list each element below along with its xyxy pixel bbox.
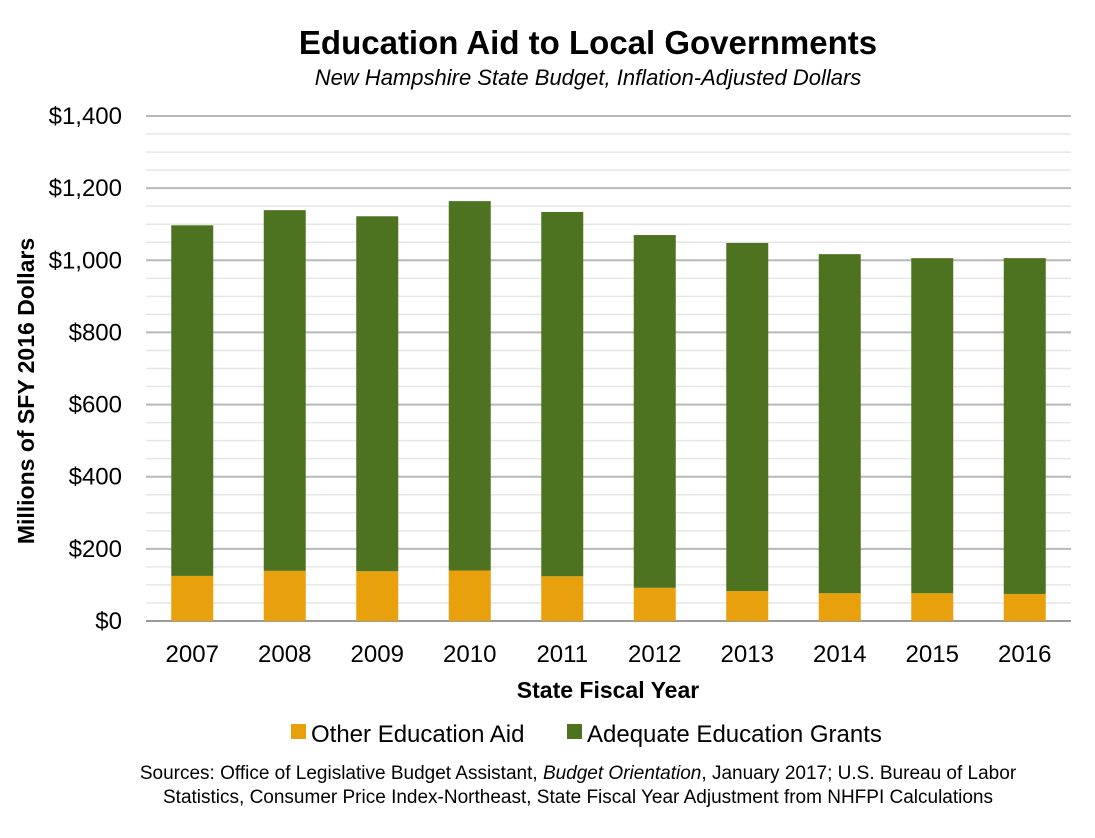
legend-label-other-education-aid: Other Education Aid (311, 721, 524, 748)
y-tick-label: $600 (69, 392, 122, 419)
bar-adequate-education-grants-2010 (448, 201, 491, 571)
legend: Other Education Aid Adequate Education G… (291, 721, 882, 748)
legend-swatch-adequate-education-grants (567, 724, 582, 739)
bar-adequate-education-grants-2011 (541, 211, 584, 577)
bar-other-education-aid-2011 (541, 576, 584, 621)
x-tick-label: 2016 (998, 641, 1051, 668)
bar-other-education-aid-2010 (448, 570, 491, 621)
legend-swatch-other-education-aid (291, 724, 306, 739)
source-note-line-2: Statistics, Consumer Price Index-Northea… (163, 787, 993, 808)
x-tick-label: 2015 (906, 641, 959, 668)
bar-other-education-aid-2012 (633, 587, 676, 621)
x-tick-label: 2010 (443, 641, 496, 668)
bar-adequate-education-grants-2009 (356, 216, 399, 572)
y-tick-label: $200 (69, 536, 122, 563)
bar-adequate-education-grants-2013 (726, 242, 769, 592)
y-axis-ticks: $0 $200 $400 $600 $800 $1,000 $1,200 $1,400 (49, 103, 122, 635)
bar-adequate-education-grants-2016 (1003, 258, 1046, 594)
bar-other-education-aid-2015 (911, 593, 954, 621)
x-tick-label: 2009 (351, 641, 404, 668)
chart-subtitle: New Hampshire State Budget, Inflation-Ad… (315, 65, 862, 90)
x-tick-label: 2007 (166, 641, 219, 668)
bars (171, 201, 1046, 621)
y-tick-label: $1,400 (49, 103, 122, 130)
x-tick-label: 2012 (628, 641, 681, 668)
y-axis-title: Millions of SFY 2016 Dollars (13, 238, 39, 544)
bar-adequate-education-grants-2014 (818, 254, 861, 594)
y-tick-label: $400 (69, 464, 122, 491)
legend-label-adequate-education-grants: Adequate Education Grants (587, 721, 882, 748)
y-tick-label: $800 (69, 319, 122, 346)
bar-other-education-aid-2016 (1003, 593, 1046, 621)
bar-adequate-education-grants-2007 (171, 225, 214, 576)
x-tick-label: 2008 (258, 641, 311, 668)
y-tick-label: $1,200 (49, 175, 122, 202)
bar-other-education-aid-2008 (263, 570, 306, 621)
x-tick-label: 2011 (536, 641, 588, 668)
bar-other-education-aid-2013 (726, 591, 769, 621)
x-axis-title: State Fiscal Year (517, 677, 699, 703)
bar-other-education-aid-2009 (356, 571, 399, 621)
y-tick-label: $1,000 (49, 247, 122, 274)
chart-title: Education Aid to Local Governments (299, 24, 877, 61)
bar-adequate-education-grants-2012 (633, 235, 676, 588)
x-tick-label: 2014 (813, 641, 866, 668)
x-tick-label: 2013 (721, 641, 774, 668)
bar-adequate-education-grants-2008 (263, 210, 306, 571)
source-note-line-1: Sources: Office of Legislative Budget As… (140, 763, 1017, 784)
bar-other-education-aid-2007 (171, 575, 214, 621)
bar-adequate-education-grants-2015 (911, 258, 954, 594)
x-axis-ticks: 2007 2008 2009 2010 2011 2012 2013 2014 2015 2016 (166, 641, 1052, 668)
bar-other-education-aid-2014 (818, 593, 861, 621)
y-tick-label: $0 (95, 608, 122, 635)
